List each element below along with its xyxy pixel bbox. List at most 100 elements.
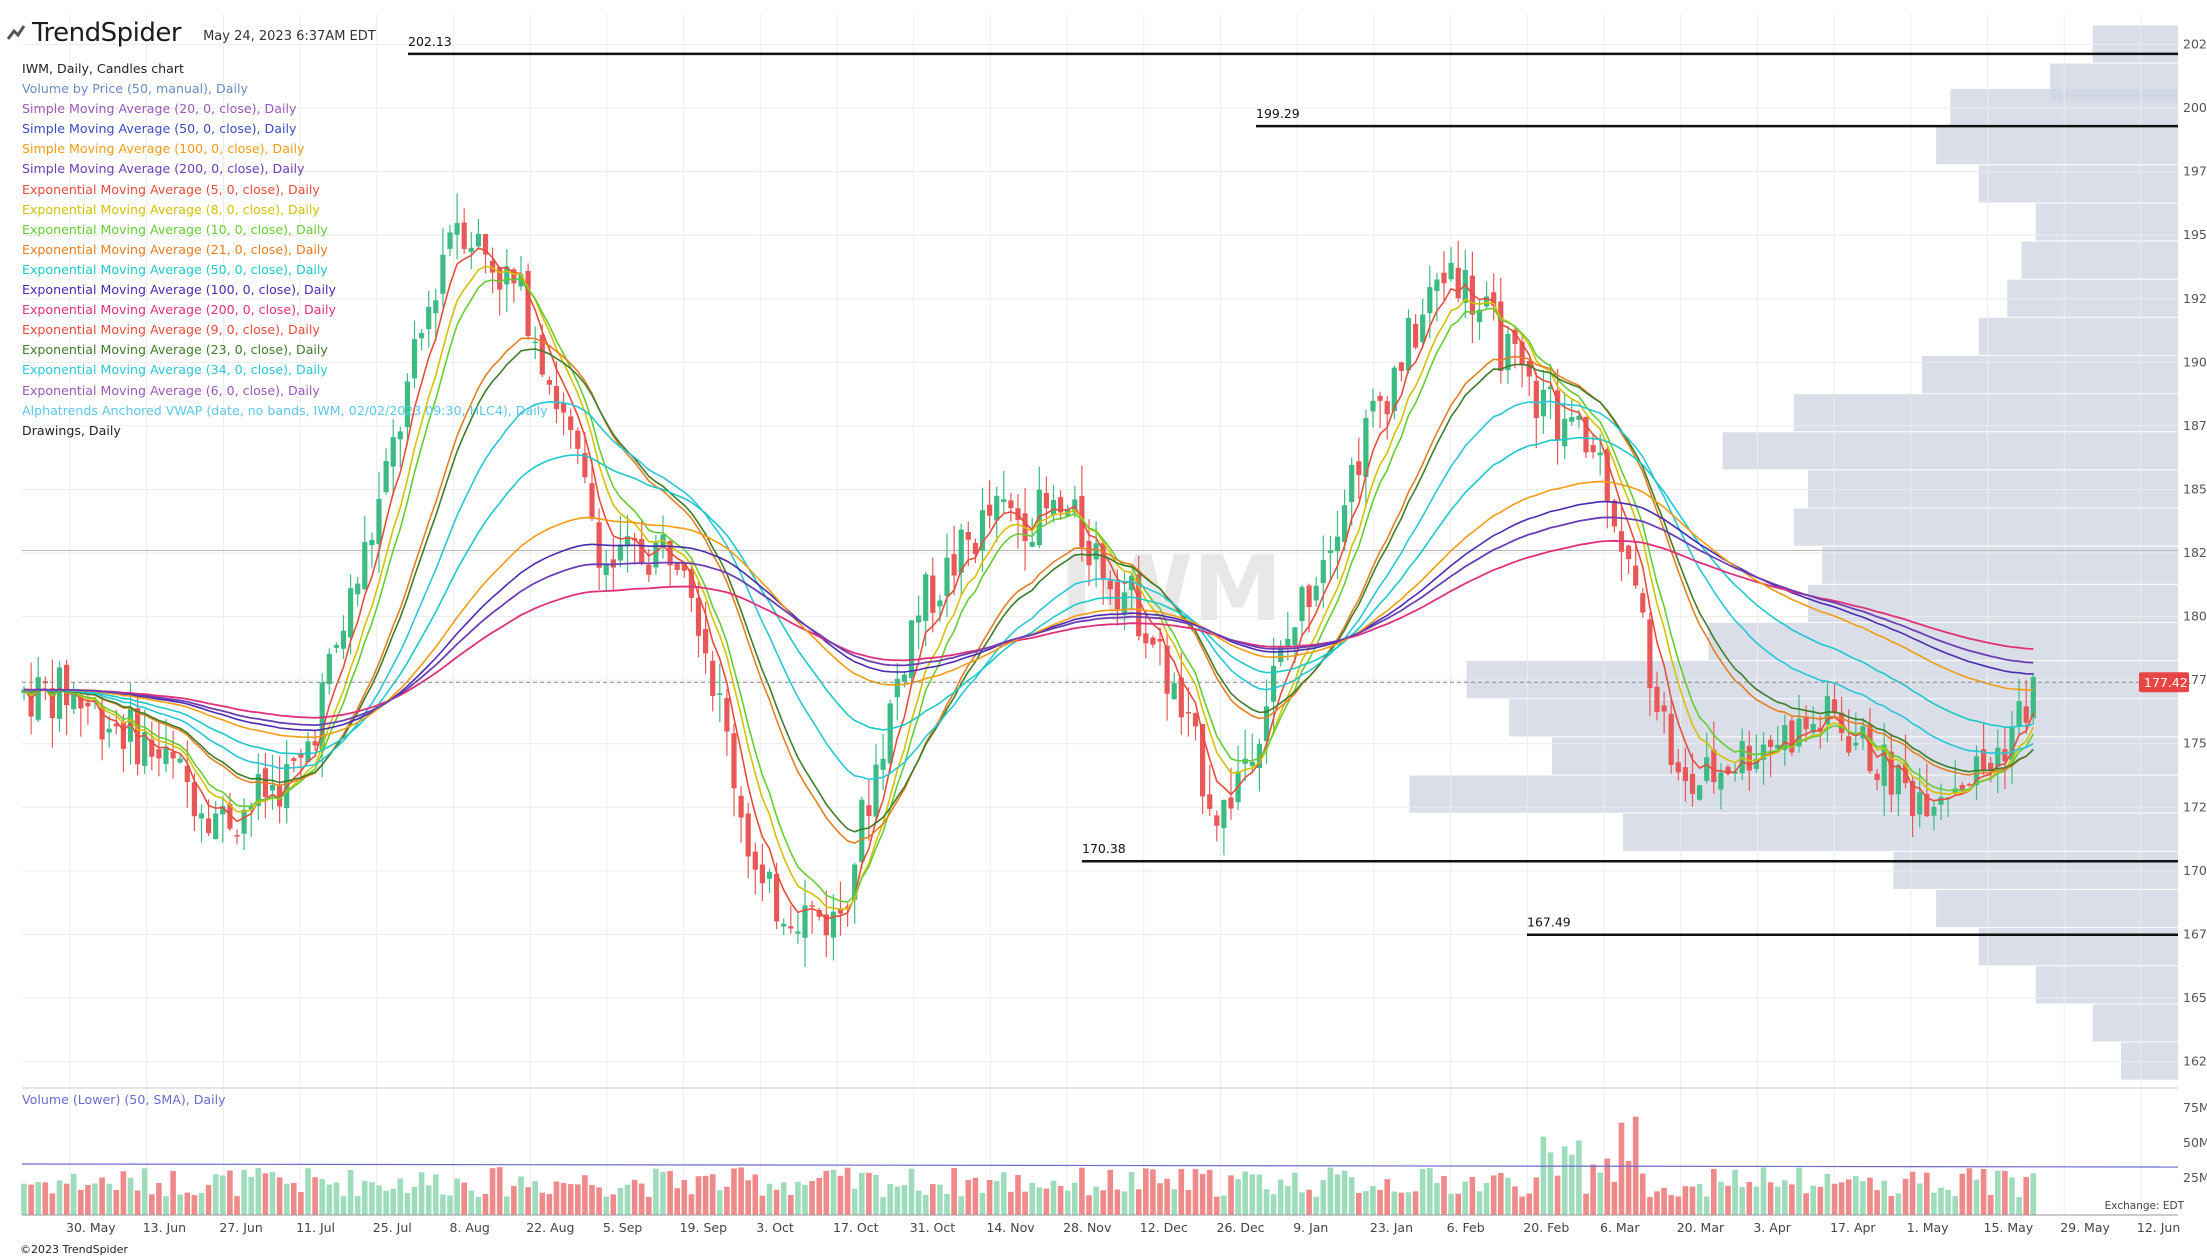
volume-bar [1973,1179,1980,1215]
volume-bar [1561,1146,1568,1215]
legend-item[interactable]: IWM, Daily, Candles chart [22,61,184,76]
volume-bar [475,1196,482,1215]
volume-bar [653,1168,659,1215]
indicator-legend: IWM, Daily, Candles chart Volume by Price… [22,59,548,441]
volume-bar [539,1192,546,1215]
candle-body [305,741,311,763]
candle-body [1526,360,1532,377]
legend-item[interactable]: Exponential Moving Average (200, 0, clos… [22,302,336,318]
y-tick-label: 182.50 [2183,545,2207,560]
legend-item[interactable]: Exponential Moving Average (8, 0, close)… [22,201,320,217]
candle-body [1292,627,1298,646]
candle-body [724,698,730,732]
legend-item[interactable]: Exponential Moving Average (50, 0, close… [22,261,328,277]
candle-body [553,386,560,410]
x-tick-label: 14. Nov [986,1220,1035,1235]
volume-bar [1320,1180,1327,1215]
volume-bar [1427,1167,1433,1215]
volume-bar [1952,1196,1958,1215]
legend-item[interactable]: Volume by Price (50, manual), Daily [22,81,248,97]
volume-bar [305,1168,311,1215]
x-tick-label: 17. Oct [833,1220,879,1235]
candle-body [184,765,190,783]
volume-bars [21,1116,2037,1215]
candle-body [887,703,893,764]
volume-bar [468,1190,475,1215]
volume-bar [908,1168,915,1215]
candle-body [1114,582,1120,610]
volume-bar [1640,1173,1646,1215]
legend-item[interactable]: Alphatrends Anchored VWAP (date, no band… [22,402,548,418]
volume-bar [922,1194,929,1215]
y-tick-label: 195.00 [2183,227,2207,242]
candle-body [781,923,787,927]
candle-body [426,306,432,330]
volume-bar [1441,1176,1447,1215]
legend-item[interactable]: Exponential Moving Average (34, 0, close… [22,362,328,378]
legend-item[interactable]: Simple Moving Average (20, 0, close), Da… [22,101,297,117]
candle-body [1675,762,1681,773]
candle-body [1789,720,1795,753]
legend-item[interactable]: Exponential Moving Average (23, 0, close… [22,342,328,358]
candle-body [717,693,723,695]
candle-body [1100,542,1106,579]
volume-bar [1093,1186,1099,1215]
candle-body [532,341,538,344]
volume-bar [837,1175,844,1215]
volume-bar [766,1183,773,1215]
candle-body [653,542,659,568]
candle-body [1867,724,1873,772]
volume-bar [1348,1177,1355,1215]
legend-item[interactable]: Exponential Moving Average (100, 0, clos… [22,282,336,298]
volume-bar [1370,1186,1376,1215]
volume-bar [1945,1190,1951,1215]
legend-item[interactable]: Exponential Moving Average (5, 0, close)… [22,181,320,197]
volume-bar [553,1181,560,1215]
y-tick-label: 185.00 [2183,481,2207,496]
legend-item[interactable]: Exponential Moving Average (9, 0, close)… [22,322,320,338]
volume-bar [1206,1169,1213,1215]
legend-item[interactable]: Exponential Moving Average (10, 0, close… [22,221,328,237]
volume-bar [1881,1180,1887,1215]
legend-item[interactable]: Exponential Moving Average (21, 0, close… [22,241,328,257]
x-tick-label: 6. Mar [1600,1220,1640,1235]
candle-body [340,630,347,649]
volume-bar [1625,1160,1632,1215]
volume-bar [560,1183,567,1215]
candle-body [880,758,886,770]
volume-bar [986,1180,993,1215]
volume-tick-label: 50M [2183,1135,2207,1150]
volume-bar [1164,1178,1170,1215]
candle-body [745,813,751,857]
candle-body [497,266,503,290]
volume-bar [1845,1179,1852,1215]
volume-bar [1050,1180,1057,1215]
volume-profile-bar [1822,546,2178,584]
candle-body [809,905,815,907]
volume-bar [575,1184,581,1215]
legend-item[interactable]: Exponential Moving Average (6, 0, close)… [22,382,320,398]
candle-body [1626,545,1632,560]
volume-bar [1192,1169,1199,1215]
candle-body [1995,747,2001,767]
volume-bar [809,1181,815,1215]
candle-body [610,559,616,568]
legend-item[interactable]: Drawings, Daily [22,422,121,438]
volume-bar [944,1194,950,1215]
legend-item[interactable]: Simple Moving Average (100, 0, close), D… [22,141,305,157]
volume-bar [1711,1168,1717,1215]
candle-body [1910,780,1916,816]
y-tick-label: 190.00 [2183,354,2207,369]
legend-item[interactable]: Simple Moving Average (200, 0, close), D… [22,161,305,177]
candle-body [1349,464,1355,503]
candle-body [1661,705,1667,712]
volume-bar [1995,1170,2001,1215]
candle-body [234,835,240,837]
volume-bar [205,1184,212,1215]
legend-item[interactable]: Simple Moving Average (50, 0, close), Da… [22,121,297,137]
candle-body [511,269,517,284]
candle-body [937,600,943,607]
x-tick-label: 29. May [2060,1220,2110,1235]
volume-bar [844,1167,851,1215]
